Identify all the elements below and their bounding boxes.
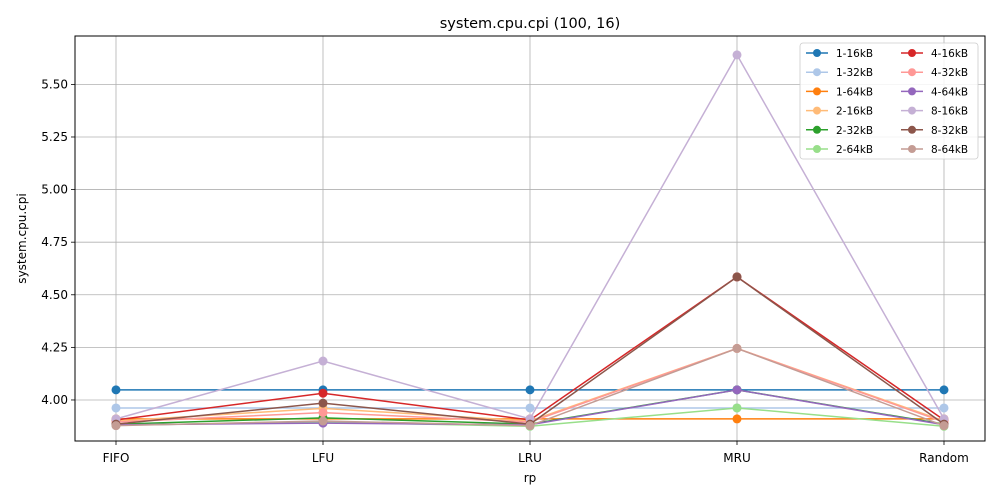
data-point [939, 421, 949, 431]
legend-label: 4-16kB [931, 48, 968, 60]
legend-label: 1-32kB [836, 67, 873, 79]
data-point [732, 385, 742, 395]
legend-label: 2-16kB [836, 106, 873, 118]
y-tick-label: 4.75 [41, 235, 68, 249]
tick-layer: FIFO LFU LRU MRU Random 4.00 4.25 4.50 4.75 5.00 5… [41, 77, 969, 465]
data-point [318, 408, 328, 418]
data-point [525, 403, 535, 413]
data-point [318, 388, 328, 398]
legend-item: 8-64kB [901, 144, 968, 156]
legend-marker [908, 106, 916, 115]
y-tick-label: 4.00 [41, 393, 68, 407]
data-point [939, 403, 949, 413]
series-8-64kB [111, 343, 949, 431]
x-tick-label: LRU [518, 451, 542, 465]
legend-marker [908, 87, 916, 96]
data-point [111, 385, 121, 395]
legend-marker [908, 49, 916, 57]
legend-item: 4-64kB [901, 86, 968, 98]
legend-label: 4-64kB [931, 86, 968, 98]
data-point [318, 398, 328, 408]
legend-marker [813, 49, 821, 57]
x-tick-label: Random [919, 451, 969, 465]
y-axis-label: system.cpu.cpi [15, 193, 29, 283]
y-tick-label: 5.50 [41, 77, 68, 91]
legend-label: 1-16kB [836, 48, 873, 60]
data-point [732, 343, 742, 353]
x-tick-label: MRU [723, 451, 750, 465]
legend-item: 1-64kB [806, 86, 873, 98]
data-point [732, 272, 742, 282]
data-point [939, 385, 949, 395]
legend-label: 2-64kB [836, 144, 873, 156]
legend-item: 8-16kB [901, 106, 968, 118]
chart-title: system.cpu.cpi (100, 16) [440, 16, 620, 32]
data-point [732, 50, 742, 60]
legend-label: 8-16kB [931, 106, 968, 118]
legend-item: 1-32kB [806, 67, 873, 79]
legend-marker [813, 106, 821, 115]
data-point [525, 421, 535, 431]
data-point [318, 356, 328, 366]
series-layer [111, 50, 949, 431]
y-tick-label: 5.25 [41, 130, 68, 144]
legend-item: 8-32kB [901, 125, 968, 137]
legend-marker [813, 87, 821, 96]
y-tick-label: 4.25 [41, 340, 68, 354]
data-point [732, 403, 742, 413]
legend-marker [813, 68, 821, 77]
legend-item: 4-32kB [901, 67, 968, 79]
legend-item: 1-16kB [806, 48, 873, 60]
legend-marker [908, 68, 916, 77]
legend-item: 2-16kB [806, 106, 873, 118]
data-point [732, 414, 742, 424]
x-tick-label: FIFO [103, 451, 130, 465]
legend-marker [813, 125, 821, 134]
x-tick-label: LFU [312, 451, 334, 465]
y-tick-label: 4.50 [41, 288, 68, 302]
legend-label: 8-64kB [931, 144, 968, 156]
data-point [318, 416, 328, 426]
legend-label: 1-64kB [836, 86, 873, 98]
legend-marker [813, 145, 821, 153]
legend: 1-16kB 1-32kB 1-64kB 2-16kB 2-32kB 2-64kB 4-16… [799, 42, 979, 160]
y-tick-label: 5.00 [41, 183, 68, 197]
legend-box [799, 42, 979, 160]
legend-label: 8-32kB [931, 125, 968, 137]
data-point [111, 421, 121, 431]
legend-item: 2-32kB [806, 125, 873, 137]
legend-label: 4-32kB [931, 67, 968, 79]
legend-item: 2-64kB [806, 144, 873, 156]
data-point [111, 403, 121, 413]
x-axis-label: rp [524, 471, 537, 485]
legend-label: 2-32kB [836, 125, 873, 137]
legend-marker [908, 145, 916, 153]
legend-item: 4-16kB [901, 48, 968, 60]
data-point [525, 385, 535, 395]
legend-marker [908, 125, 916, 134]
